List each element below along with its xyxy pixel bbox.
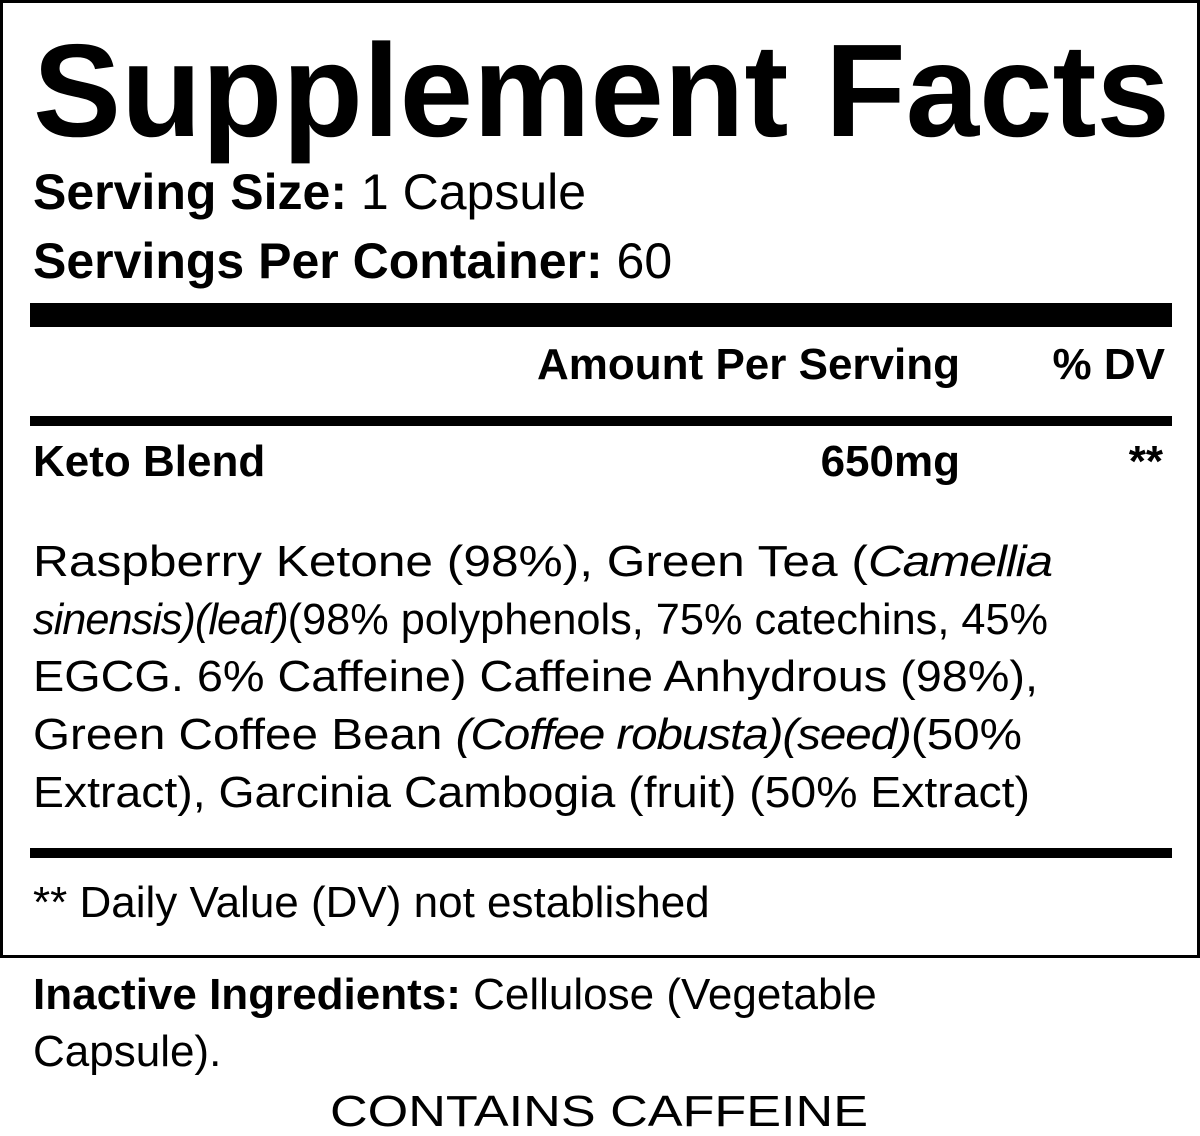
ingredient-text: Camellia (867, 537, 1053, 586)
serving-size-value: 1 Capsule (360, 164, 587, 220)
ingredient-text: (50% (910, 710, 1023, 759)
serving-size: Serving Size: 1 Capsule (33, 167, 586, 217)
blend-name: Keto Blend (33, 437, 266, 486)
divider (30, 416, 1172, 426)
divider (30, 848, 1172, 858)
serving-size-label: Serving Size: (33, 164, 347, 220)
dv-header: % DV (1052, 340, 1165, 389)
ingredient-text: (Coffee robusta)(seed) (455, 710, 912, 759)
servings-per-container: Servings Per Container: 60 (33, 236, 672, 286)
inactive-label: Inactive Ingredients: (33, 970, 461, 1019)
thick-divider (30, 303, 1172, 327)
footnote: ** Daily Value (DV) not established (33, 878, 710, 927)
ingredient-line: EGCG. 6% Caffeine) Caffeine Anhydrous (9… (33, 655, 1038, 699)
ingredient-text: Green Coffee Bean (33, 710, 456, 759)
ingredient-text: Extract), Garcinia Cambogia (fruit) (50%… (33, 768, 1030, 817)
amount-per-serving-header: Amount Per Serving (537, 340, 960, 389)
ingredient-line: Extract), Garcinia Cambogia (fruit) (50%… (33, 771, 1030, 815)
ingredient-text: (98% polyphenols, 75% catechins, 45% (287, 595, 1048, 644)
inactive-line2: Capsule). (33, 1027, 222, 1076)
blend-dv: ** (1128, 437, 1163, 486)
ingredient-line: Raspberry Ketone (98%), Green Tea (Camel… (33, 537, 1053, 586)
supplement-facts-panel (0, 0, 1200, 958)
ingredient-line: sinensis)(leaf)(98% polyphenols, 75% cat… (33, 598, 1048, 642)
ingredient-text: sinensis)(leaf) (33, 595, 289, 644)
caffeine-warning: CONTAINS CAFFEINE (330, 1087, 868, 1136)
ingredient-text: Raspberry Ketone (98%), Green Tea ( (33, 537, 868, 586)
panel-title: Supplement Facts (33, 17, 1170, 164)
blend-amount: 650mg (820, 437, 960, 486)
servings-per-container-value: 60 (616, 233, 673, 289)
ingredient-line: Green Coffee Bean (Coffee robusta)(seed)… (33, 713, 1022, 757)
servings-per-container-label: Servings Per Container: (33, 233, 603, 289)
inactive-line1: Cellulose (Vegetable (473, 970, 877, 1019)
ingredient-text: EGCG. 6% Caffeine) Caffeine Anhydrous (9… (33, 652, 1038, 701)
inactive-ingredients: Inactive Ingredients: Cellulose (Vegetab… (33, 973, 877, 1017)
